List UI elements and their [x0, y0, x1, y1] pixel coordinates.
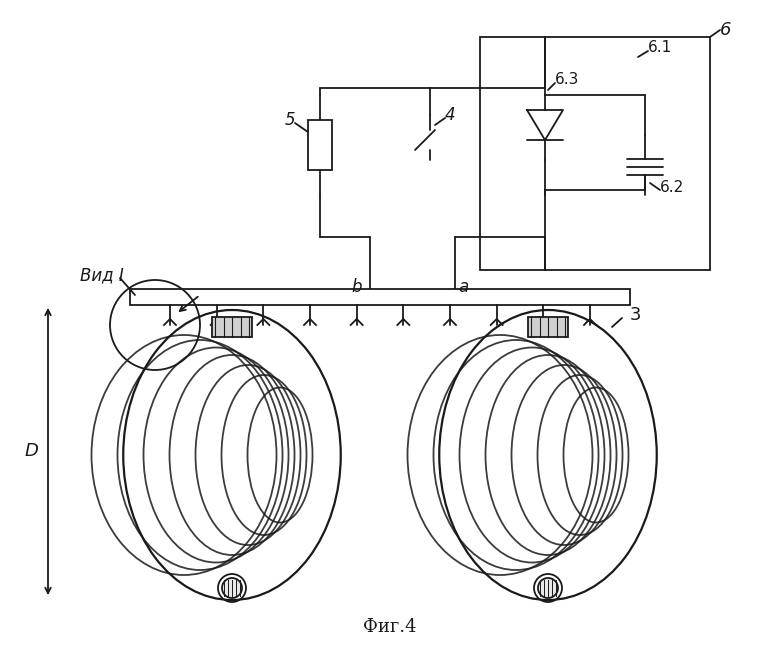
Circle shape — [538, 578, 558, 598]
Text: 4: 4 — [445, 106, 456, 124]
Circle shape — [222, 578, 242, 598]
Bar — [308, 120, 332, 170]
Text: 6.2: 6.2 — [660, 179, 684, 195]
Bar — [480, 37, 710, 270]
Text: b: b — [352, 278, 362, 296]
Text: 6.3: 6.3 — [555, 73, 580, 88]
Text: 3: 3 — [630, 306, 641, 324]
Bar — [528, 317, 568, 337]
Text: 5: 5 — [285, 111, 295, 129]
Bar — [212, 317, 252, 337]
Text: Вид I: Вид I — [80, 266, 124, 284]
Text: a: a — [458, 278, 468, 296]
Text: 6.1: 6.1 — [648, 41, 672, 56]
Bar — [130, 289, 630, 305]
Text: D: D — [24, 443, 38, 460]
Text: 6: 6 — [720, 21, 732, 39]
Text: Фиг.4: Фиг.4 — [363, 618, 417, 636]
